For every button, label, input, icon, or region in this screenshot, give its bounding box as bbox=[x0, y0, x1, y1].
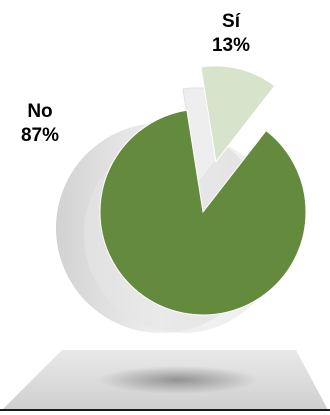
data-label-si: Sí 13% bbox=[196, 10, 266, 58]
label-si-category: Sí bbox=[222, 11, 240, 32]
data-label-no: No 87% bbox=[5, 100, 75, 148]
label-si-percent: 13% bbox=[211, 35, 251, 56]
pie-shadow bbox=[98, 366, 258, 394]
label-no-percent: 87% bbox=[20, 125, 60, 146]
pie-layer bbox=[56, 65, 307, 333]
pie-slice-si bbox=[200, 65, 276, 163]
label-no-category: No bbox=[27, 101, 53, 122]
pie-slice-no bbox=[99, 109, 307, 316]
